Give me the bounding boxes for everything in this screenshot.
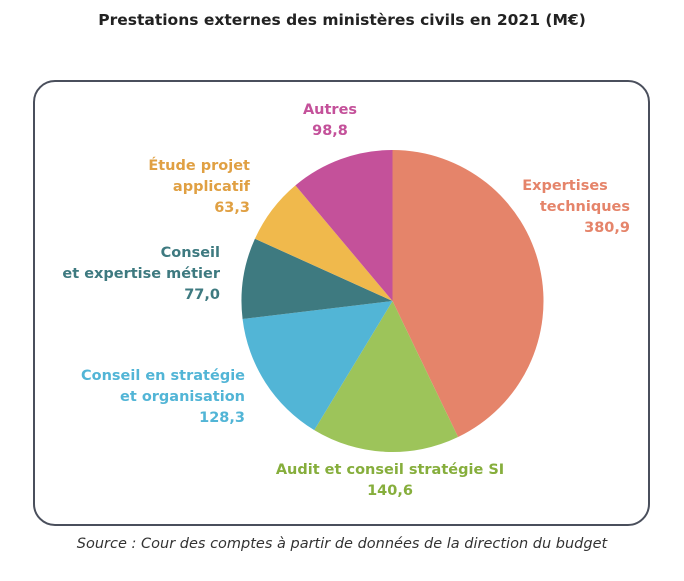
label-line: Expertises	[522, 178, 608, 194]
value-label: 63,3	[214, 200, 250, 216]
pie-slice-2	[242, 301, 393, 431]
label-conseil-strategie: Conseil en stratégie et organisation 128…	[50, 366, 245, 429]
label-line: Étude projet	[148, 158, 250, 174]
label-line: et organisation	[120, 389, 245, 405]
label-conseil-expertise: Conseil et expertise métier 77,0	[40, 243, 220, 306]
label-etude-projet: Étude projet applicatif 63,3	[100, 156, 250, 219]
source-note: Source : Cour des comptes à partir de do…	[76, 536, 608, 552]
value-label: 380,9	[584, 220, 630, 236]
value-label: 128,3	[199, 410, 245, 426]
value-label: 77,0	[184, 287, 220, 303]
chart-frame	[33, 80, 650, 526]
label-line: Conseil	[160, 245, 220, 261]
label-line: Autres	[302, 102, 358, 118]
label-audit: Audit et conseil stratégie SI 140,6	[240, 460, 540, 502]
value-label: 98,8	[312, 123, 348, 139]
pie-slice-4	[254, 185, 393, 301]
label-line: techniques	[539, 199, 630, 215]
label-expertises-techniques: Expertises techniques 380,9	[500, 176, 630, 239]
label-line: applicatif	[172, 179, 250, 195]
label-line: Audit et conseil stratégie SI	[275, 462, 505, 478]
chart-title: Prestations externes des ministères civi…	[98, 11, 586, 29]
pie-slice-0	[392, 150, 544, 438]
pie-slice-3	[241, 238, 393, 319]
label-line: et expertise métier	[62, 266, 220, 282]
pie-slice-1	[314, 301, 459, 452]
value-label: 140,6	[367, 483, 413, 499]
pie-slice-5	[295, 150, 393, 301]
label-line: Conseil en stratégie	[80, 368, 245, 384]
label-autres: Autres 98,8	[280, 100, 380, 142]
